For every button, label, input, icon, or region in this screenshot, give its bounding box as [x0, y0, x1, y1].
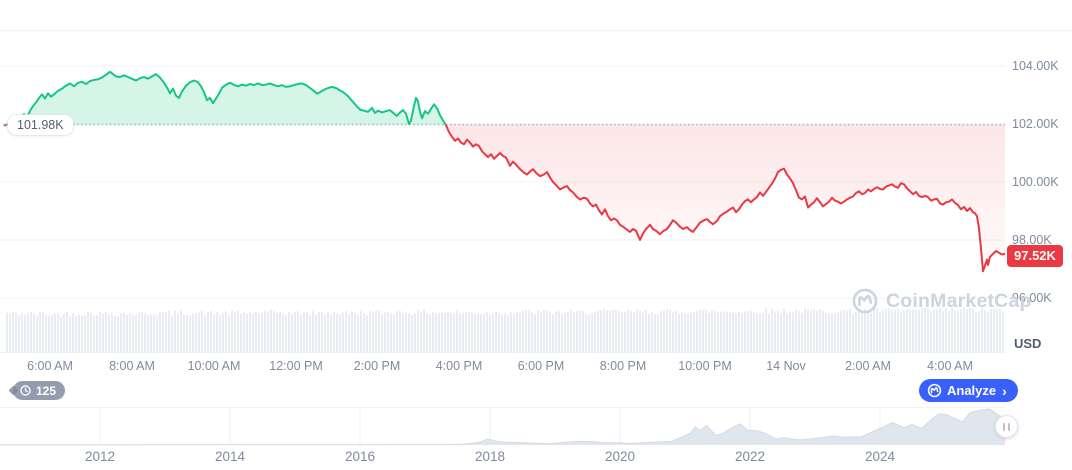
- price-line-up: [4, 70, 447, 125]
- events-count-badge[interactable]: 125: [13, 381, 66, 400]
- events-count: 125: [36, 383, 57, 398]
- y-axis-unit-label: USD: [1014, 336, 1042, 351]
- watermark-text: CoinMarketCap: [886, 289, 1032, 312]
- coinmarketcap-logo-icon: [852, 288, 878, 314]
- analyze-label: Analyze: [947, 383, 997, 398]
- navigator-edge: [0, 408, 1006, 446]
- top-divider: [0, 30, 1072, 31]
- navigator-area: [0, 409, 1005, 445]
- open-price-label: 101.98K: [8, 115, 73, 135]
- timeline-range-handle[interactable]: [995, 415, 1018, 438]
- volume-divider: [0, 352, 1005, 353]
- handle-grip-bar: [1003, 422, 1005, 431]
- coinmarketcap-logo-icon: [927, 383, 942, 398]
- analyze-button[interactable]: Analyze ›: [919, 379, 1018, 402]
- chevron-right-icon: ›: [1002, 382, 1007, 399]
- history-clock-icon: [20, 385, 31, 396]
- price-area-above: [6, 71, 446, 125]
- last-price-badge: 97.52K: [1007, 245, 1063, 267]
- price-line-down: [4, 124, 1005, 273]
- volume-bars: [6, 307, 1004, 352]
- coinmarketcap-watermark: CoinMarketCap: [851, 287, 1032, 315]
- price-area-below: [5, 124, 1005, 272]
- handle-grip-bar: [1008, 422, 1010, 431]
